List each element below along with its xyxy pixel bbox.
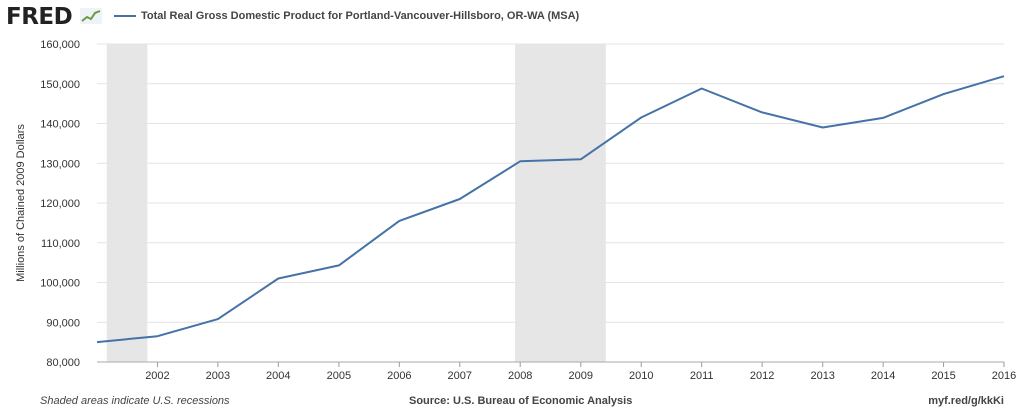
x-tick-label: 2013 xyxy=(810,370,834,382)
x-tick-label: 2016 xyxy=(992,370,1016,382)
y-axis-label: Millions of Chained 2009 Dollars xyxy=(15,124,27,282)
legend-swatch xyxy=(114,15,136,17)
x-tick-label: 2006 xyxy=(387,370,411,382)
source-text: Source: U.S. Bureau of Economic Analysis xyxy=(409,395,633,407)
line-chart-icon xyxy=(80,8,102,24)
x-tick-label: 2008 xyxy=(508,370,532,382)
y-tick-label: 130,000 xyxy=(40,158,80,170)
y-tick-label: 160,000 xyxy=(40,39,80,51)
legend: Total Real Gross Domestic Product for Po… xyxy=(114,10,579,22)
recession-note: Shaded areas indicate U.S. recessions xyxy=(40,395,230,407)
x-tick-label: 2012 xyxy=(750,370,774,382)
x-tick-label: 2002 xyxy=(145,370,169,382)
y-tick-label: 80,000 xyxy=(46,357,80,369)
y-tick-label: 100,000 xyxy=(40,278,80,290)
short-link[interactable]: myf.red/g/kkKi xyxy=(928,395,1004,407)
chart-footer: Shaded areas indicate U.S. recessions So… xyxy=(0,395,1024,411)
chart-header: FRED Total Real Gross Domestic Product f… xyxy=(0,0,1024,34)
y-tick-label: 120,000 xyxy=(40,198,80,210)
x-tick-label: 2007 xyxy=(448,370,472,382)
x-tick-label: 2011 xyxy=(690,370,714,382)
series-line[interactable] xyxy=(96,75,1005,344)
gridlines xyxy=(97,43,1004,323)
x-tick-label: 2005 xyxy=(327,370,351,382)
x-tick-label: 2009 xyxy=(569,370,593,382)
x-tick-label: 2003 xyxy=(206,370,230,382)
x-tick-label: 2014 xyxy=(871,370,895,382)
x-tick-label: 2015 xyxy=(931,370,955,382)
x-axis-ticks: 2002 2003 2004 2005 2006 2007 2008 2009 2010 2011… xyxy=(145,362,1016,382)
y-tick-label: 90,000 xyxy=(46,317,80,329)
y-tick-label: 150,000 xyxy=(40,79,80,91)
y-tick-label: 140,000 xyxy=(40,119,80,131)
y-axis-ticks: 80,000 90,000 100,000 110,000 120,000 130,000… xyxy=(40,39,80,369)
x-tick-label: 2004 xyxy=(266,370,290,382)
fred-logo[interactable]: FRED xyxy=(6,4,73,30)
x-tick-label: 2010 xyxy=(629,370,653,382)
line-chart: 80,000 90,000 100,000 110,000 120,000 130,000… xyxy=(15,39,1016,382)
y-tick-label: 110,000 xyxy=(41,238,80,250)
legend-label[interactable]: Total Real Gross Domestic Product for Po… xyxy=(141,10,580,22)
